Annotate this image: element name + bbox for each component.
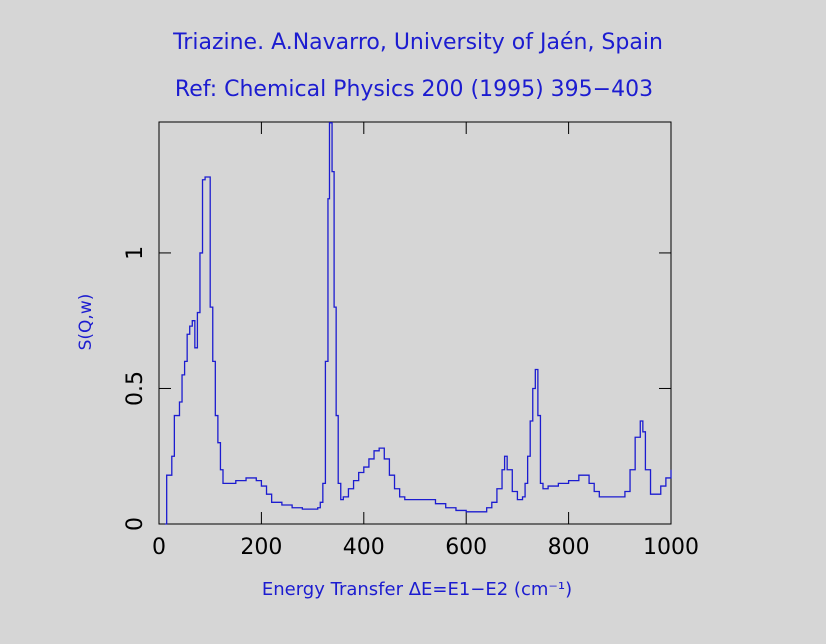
x-tick-label: 1000 — [643, 535, 699, 560]
x-tick-label: 800 — [548, 535, 590, 560]
x-tick-label: 200 — [240, 535, 282, 560]
data-line — [165, 122, 672, 525]
chart-subtitle: Ref: Chemical Physics 200 (1995) 395−403 — [175, 77, 653, 102]
y-axis-label: S(Q,w) — [76, 294, 96, 351]
chart-title: Triazine. A.Navarro, University of Jaén,… — [172, 30, 663, 55]
x-tick-label: 600 — [445, 535, 487, 560]
y-tick-label: 0.5 — [123, 371, 148, 406]
x-tick-label: 400 — [343, 535, 385, 560]
x-tick-label: 0 — [152, 535, 166, 560]
y-tick-label: 0 — [123, 517, 148, 531]
x-axis-label: Energy Transfer ΔE=E1−E2 (cm⁻¹) — [262, 579, 572, 600]
plot-frame — [158, 121, 672, 525]
y-tick-label: 1 — [123, 246, 148, 260]
